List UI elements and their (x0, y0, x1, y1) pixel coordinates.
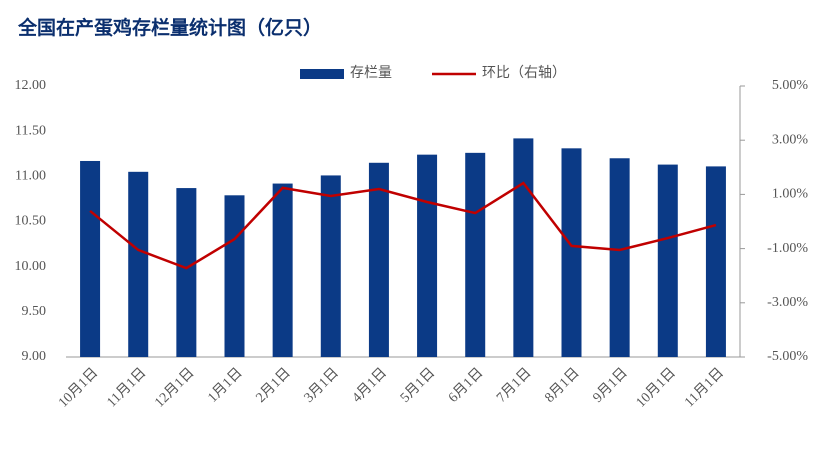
bar (80, 160, 101, 357)
bar (320, 175, 341, 357)
legend-label: 存栏量 (350, 65, 392, 81)
y-tick-label: 11.00 (15, 169, 46, 184)
y2-tick-label: 5.00% (772, 78, 809, 93)
y2-tick-label: -3.00% (767, 295, 808, 310)
x-tick-label: 8月1日 (542, 365, 583, 406)
x-tick-label: 11月1日 (681, 365, 727, 411)
x-tick-label: 1月1日 (205, 365, 246, 406)
y2-tick-label: 3.00% (772, 132, 809, 147)
y2-tick-label: -5.00% (767, 349, 808, 364)
y-tick-label: 9.00 (22, 349, 47, 364)
bar (465, 152, 486, 357)
bar (368, 162, 389, 357)
y-tick-label: 10.00 (15, 259, 47, 274)
x-tick-label: 3月1日 (301, 365, 342, 406)
y-tick-label: 10.50 (15, 214, 47, 229)
bar (513, 138, 534, 357)
y-tick-label: 9.50 (22, 304, 47, 319)
legend-label: 环比（右轴） (482, 65, 566, 81)
x-tick-label: 4月1日 (349, 365, 390, 406)
y-tick-label: 12.00 (15, 78, 47, 93)
bar (224, 195, 245, 357)
x-tick-label: 6月1日 (445, 365, 486, 406)
x-tick-label: 5月1日 (397, 365, 438, 406)
x-tick-label: 10月1日 (55, 365, 101, 411)
x-tick-label: 9月1日 (590, 365, 631, 406)
y-tick-label: 11.50 (15, 123, 46, 138)
bar (657, 164, 678, 357)
x-tick-label: 11月1日 (104, 365, 150, 411)
chart-title: 全国在产蛋鸡存栏量统计图（亿只） (17, 16, 322, 39)
x-tick-label: 2月1日 (253, 365, 294, 406)
bar (561, 148, 582, 357)
x-tick-label: 7月1日 (493, 365, 534, 406)
bar (417, 154, 438, 357)
x-tick-label: 12月1日 (151, 365, 197, 411)
bar (705, 166, 726, 357)
bar (128, 171, 149, 357)
y2-tick-label: -1.00% (767, 241, 808, 256)
bar (176, 188, 197, 357)
bar (272, 183, 293, 357)
bar (609, 158, 630, 357)
x-tick-label: 10月1日 (633, 365, 679, 411)
line (89, 181, 717, 270)
y2-tick-label: 1.00% (772, 187, 809, 202)
legend-swatch (300, 69, 344, 79)
